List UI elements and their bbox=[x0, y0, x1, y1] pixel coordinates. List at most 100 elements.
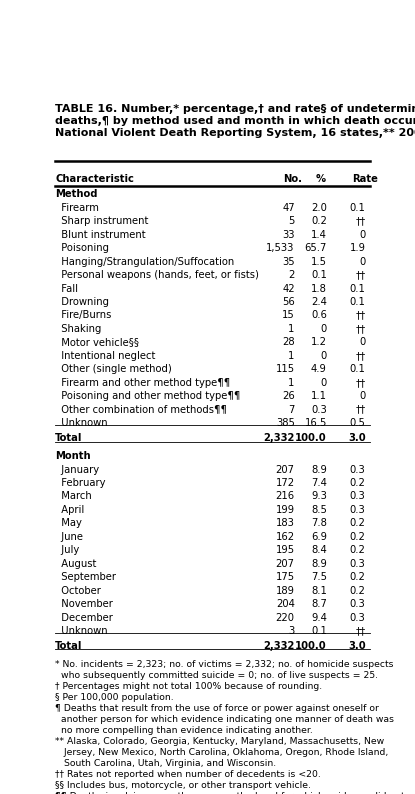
Text: 172: 172 bbox=[276, 478, 295, 488]
Text: †† Rates not reported when number of decedents is <20.: †† Rates not reported when number of dec… bbox=[55, 770, 321, 779]
Text: ††: †† bbox=[355, 351, 366, 360]
Text: ††: †† bbox=[355, 270, 366, 280]
Text: Other combination of methods¶¶: Other combination of methods¶¶ bbox=[55, 405, 227, 414]
Text: 2: 2 bbox=[288, 270, 295, 280]
Text: Unknown: Unknown bbox=[55, 418, 108, 428]
Text: South Carolina, Utah, Virginia, and Wisconsin.: South Carolina, Utah, Virginia, and Wisc… bbox=[55, 759, 276, 769]
Text: 1.2: 1.2 bbox=[311, 337, 327, 348]
Text: May: May bbox=[55, 518, 82, 528]
Text: 7.8: 7.8 bbox=[311, 518, 327, 528]
Text: 1.8: 1.8 bbox=[311, 283, 327, 294]
Text: who subsequently committed suicide = 0; no. of live suspects = 25.: who subsequently committed suicide = 0; … bbox=[55, 671, 378, 680]
Text: ††: †† bbox=[355, 310, 366, 321]
Text: Characteristic: Characteristic bbox=[55, 174, 134, 183]
Text: 0: 0 bbox=[359, 256, 366, 267]
Text: 0.1: 0.1 bbox=[311, 626, 327, 636]
Text: November: November bbox=[55, 599, 113, 609]
Text: Blunt instrument: Blunt instrument bbox=[55, 229, 146, 240]
Text: 175: 175 bbox=[276, 572, 295, 582]
Text: Personal weapons (hands, feet, or fists): Personal weapons (hands, feet, or fists) bbox=[55, 270, 259, 280]
Text: 216: 216 bbox=[276, 491, 295, 502]
Text: Sharp instrument: Sharp instrument bbox=[55, 216, 149, 226]
Text: Method: Method bbox=[55, 190, 98, 199]
Text: 0.1: 0.1 bbox=[349, 297, 366, 307]
Text: Firearm and other method type¶¶: Firearm and other method type¶¶ bbox=[55, 378, 230, 387]
Text: 2.0: 2.0 bbox=[311, 203, 327, 213]
Text: April: April bbox=[55, 505, 84, 515]
Text: Fire/Burns: Fire/Burns bbox=[55, 310, 112, 321]
Text: 0.3: 0.3 bbox=[350, 491, 366, 502]
Text: Other (single method): Other (single method) bbox=[55, 364, 172, 374]
Text: † Percentages might not total 100% because of rounding.: † Percentages might not total 100% becau… bbox=[55, 682, 322, 692]
Text: ††: †† bbox=[355, 378, 366, 387]
Text: Shaking: Shaking bbox=[55, 324, 101, 334]
Text: 0.2: 0.2 bbox=[349, 478, 366, 488]
Text: July: July bbox=[55, 545, 79, 555]
Text: no more compelling than evidence indicating another.: no more compelling than evidence indicat… bbox=[55, 727, 313, 735]
Text: Month: Month bbox=[55, 451, 91, 461]
Text: 0.1: 0.1 bbox=[349, 283, 366, 294]
Text: 42: 42 bbox=[282, 283, 295, 294]
Text: 162: 162 bbox=[276, 532, 295, 542]
Text: 0.3: 0.3 bbox=[350, 464, 366, 475]
Text: 8.5: 8.5 bbox=[311, 505, 327, 515]
Text: September: September bbox=[55, 572, 116, 582]
Text: 0.1: 0.1 bbox=[349, 364, 366, 374]
Text: 7.4: 7.4 bbox=[311, 478, 327, 488]
Text: ** Alaska, Colorado, Georgia, Kentucky, Maryland, Massachusetts, New: ** Alaska, Colorado, Georgia, Kentucky, … bbox=[55, 738, 384, 746]
Text: 0.2: 0.2 bbox=[349, 545, 366, 555]
Text: 7.5: 7.5 bbox=[311, 572, 327, 582]
Text: 0.3: 0.3 bbox=[350, 612, 366, 622]
Text: 28: 28 bbox=[282, 337, 295, 348]
Text: 35: 35 bbox=[282, 256, 295, 267]
Text: 0.3: 0.3 bbox=[311, 405, 327, 414]
Text: 9.3: 9.3 bbox=[311, 491, 327, 502]
Text: 3: 3 bbox=[288, 626, 295, 636]
Text: No.: No. bbox=[283, 174, 303, 183]
Text: 1,533: 1,533 bbox=[266, 243, 295, 253]
Text: Intentional neglect: Intentional neglect bbox=[55, 351, 156, 360]
Text: 0.5: 0.5 bbox=[349, 418, 366, 428]
Text: 47: 47 bbox=[282, 203, 295, 213]
Text: §§ Includes bus, motorcycle, or other transport vehicle.: §§ Includes bus, motorcycle, or other tr… bbox=[55, 781, 311, 790]
Text: 1.9: 1.9 bbox=[349, 243, 366, 253]
Text: 2.4: 2.4 bbox=[311, 297, 327, 307]
Text: 204: 204 bbox=[276, 599, 295, 609]
Text: February: February bbox=[55, 478, 105, 488]
Text: 0: 0 bbox=[321, 351, 327, 360]
Text: 0.3: 0.3 bbox=[350, 559, 366, 569]
Text: 0.2: 0.2 bbox=[349, 572, 366, 582]
Text: TABLE 16. Number,* percentage,† and rate§ of undetermined
deaths,¶ by method use: TABLE 16. Number,* percentage,† and rate… bbox=[55, 105, 415, 137]
Text: 15: 15 bbox=[282, 310, 295, 321]
Text: 5: 5 bbox=[288, 216, 295, 226]
Text: Poisoning: Poisoning bbox=[55, 243, 109, 253]
Text: ††: †† bbox=[355, 405, 366, 414]
Text: 100.0: 100.0 bbox=[295, 641, 327, 650]
Text: 0: 0 bbox=[359, 391, 366, 401]
Text: 183: 183 bbox=[276, 518, 295, 528]
Text: 8.9: 8.9 bbox=[311, 464, 327, 475]
Text: 0.1: 0.1 bbox=[311, 270, 327, 280]
Text: Motor vehicle§§: Motor vehicle§§ bbox=[55, 337, 139, 348]
Text: 56: 56 bbox=[282, 297, 295, 307]
Text: 0: 0 bbox=[321, 378, 327, 387]
Text: Fall: Fall bbox=[55, 283, 78, 294]
Text: 2,332: 2,332 bbox=[264, 641, 295, 650]
Text: Rate: Rate bbox=[353, 174, 378, 183]
Text: 0: 0 bbox=[359, 337, 366, 348]
Text: 0.1: 0.1 bbox=[349, 203, 366, 213]
Text: 4.9: 4.9 bbox=[311, 364, 327, 374]
Text: 0.6: 0.6 bbox=[311, 310, 327, 321]
Text: 65.7: 65.7 bbox=[305, 243, 327, 253]
Text: 0.2: 0.2 bbox=[349, 586, 366, 596]
Text: 207: 207 bbox=[276, 559, 295, 569]
Text: 207: 207 bbox=[276, 464, 295, 475]
Text: 115: 115 bbox=[276, 364, 295, 374]
Text: December: December bbox=[55, 612, 113, 622]
Text: * No. incidents = 2,323; no. of victims = 2,332; no. of homicide suspects: * No. incidents = 2,323; no. of victims … bbox=[55, 660, 393, 669]
Text: 199: 199 bbox=[276, 505, 295, 515]
Text: 220: 220 bbox=[276, 612, 295, 622]
Text: Poisoning and other method type¶¶: Poisoning and other method type¶¶ bbox=[55, 391, 240, 401]
Text: 8.7: 8.7 bbox=[311, 599, 327, 609]
Text: ¶ Deaths that result from the use of force or power against oneself or: ¶ Deaths that result from the use of for… bbox=[55, 704, 379, 713]
